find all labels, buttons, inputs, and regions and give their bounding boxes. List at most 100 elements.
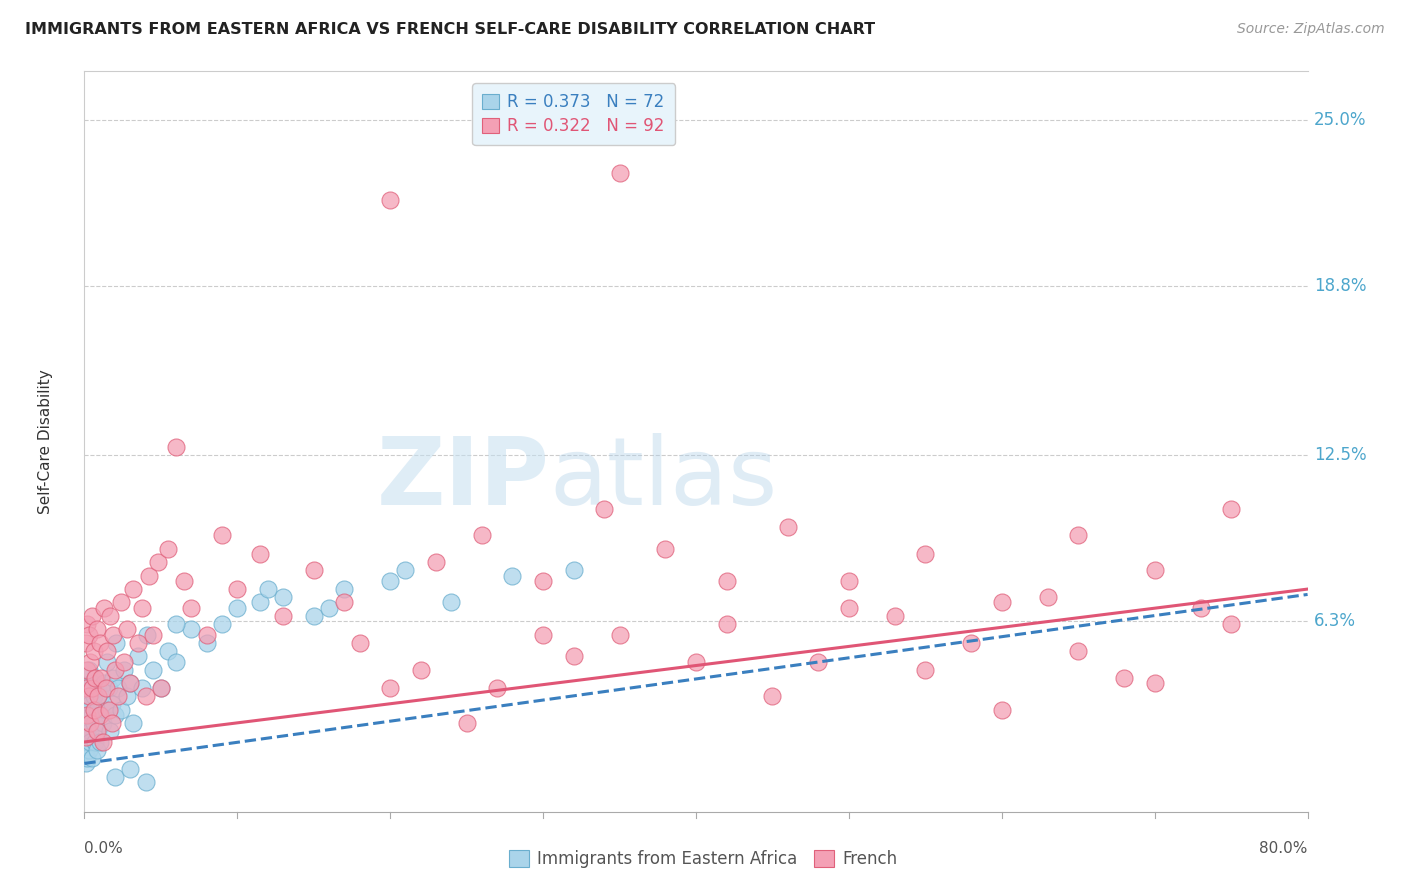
Point <box>173 574 195 588</box>
Point <box>1220 501 1243 516</box>
Point <box>89 636 111 650</box>
Point <box>101 716 124 731</box>
Point <box>136 628 159 642</box>
Point <box>83 644 105 658</box>
Point <box>165 616 187 631</box>
Point <box>180 600 202 615</box>
Point <box>83 716 105 731</box>
Text: 6.3%: 6.3% <box>1313 612 1355 631</box>
Point <box>609 628 631 642</box>
Point <box>838 600 860 615</box>
Point <box>84 735 107 749</box>
Point <box>79 735 101 749</box>
Point <box>127 636 149 650</box>
Point <box>87 681 110 696</box>
Point <box>93 600 115 615</box>
Point <box>1067 528 1090 542</box>
Point <box>120 676 142 690</box>
Text: atlas: atlas <box>550 433 778 524</box>
Point <box>76 708 98 723</box>
Point <box>425 555 447 569</box>
Point <box>146 555 169 569</box>
Point <box>87 690 110 704</box>
Point <box>716 574 738 588</box>
Point <box>593 501 616 516</box>
Point <box>271 590 294 604</box>
Point <box>883 608 905 623</box>
Point <box>97 681 120 696</box>
Point <box>84 671 107 685</box>
Point <box>562 649 585 664</box>
Point <box>195 636 218 650</box>
Point <box>115 623 138 637</box>
Point <box>80 708 103 723</box>
Point <box>79 698 101 712</box>
Point <box>80 681 103 696</box>
Point <box>685 655 707 669</box>
Point <box>333 595 356 609</box>
Point <box>531 574 554 588</box>
Point <box>103 628 125 642</box>
Point <box>131 681 153 696</box>
Point <box>112 663 135 677</box>
Point <box>609 166 631 180</box>
Point <box>409 663 432 677</box>
Point <box>91 735 114 749</box>
Point <box>96 644 118 658</box>
Point <box>76 716 98 731</box>
Point <box>103 671 125 685</box>
Point <box>86 623 108 637</box>
Point <box>249 595 271 609</box>
Point <box>115 690 138 704</box>
Point <box>157 644 180 658</box>
Point <box>104 770 127 784</box>
Point <box>80 608 103 623</box>
Point <box>89 735 111 749</box>
Point <box>122 582 145 596</box>
Point <box>93 676 115 690</box>
Point <box>122 716 145 731</box>
Point <box>98 724 121 739</box>
Point <box>761 690 783 704</box>
Point <box>86 743 108 757</box>
Point <box>716 616 738 631</box>
Point <box>89 708 111 723</box>
Point <box>107 681 129 696</box>
Point <box>101 698 124 712</box>
Point <box>914 547 936 561</box>
Text: Self-Care Disability: Self-Care Disability <box>38 369 52 514</box>
Point <box>80 751 103 765</box>
Point <box>90 671 112 685</box>
Point <box>79 724 101 739</box>
Point <box>380 193 402 207</box>
Point <box>87 724 110 739</box>
Point <box>333 582 356 596</box>
Point <box>226 582 249 596</box>
Point <box>960 636 983 650</box>
Point <box>249 547 271 561</box>
Point <box>76 663 98 677</box>
Point <box>98 608 121 623</box>
Point <box>75 636 97 650</box>
Text: IMMIGRANTS FROM EASTERN AFRICA VS FRENCH SELF-CARE DISABILITY CORRELATION CHART: IMMIGRANTS FROM EASTERN AFRICA VS FRENCH… <box>25 22 876 37</box>
Point <box>302 563 325 577</box>
Point <box>105 636 128 650</box>
Point <box>142 663 165 677</box>
Point <box>91 716 114 731</box>
Point <box>149 681 172 696</box>
Point <box>142 628 165 642</box>
Text: Source: ZipAtlas.com: Source: ZipAtlas.com <box>1237 22 1385 37</box>
Point <box>96 655 118 669</box>
Point <box>914 663 936 677</box>
Point <box>380 681 402 696</box>
Point <box>76 735 98 749</box>
Point <box>86 724 108 739</box>
Point <box>90 690 112 704</box>
Point <box>76 616 98 631</box>
Point <box>104 708 127 723</box>
Point <box>75 703 97 717</box>
Point <box>94 681 117 696</box>
Point <box>135 775 157 789</box>
Text: 12.5%: 12.5% <box>1313 446 1367 464</box>
Point <box>80 676 103 690</box>
